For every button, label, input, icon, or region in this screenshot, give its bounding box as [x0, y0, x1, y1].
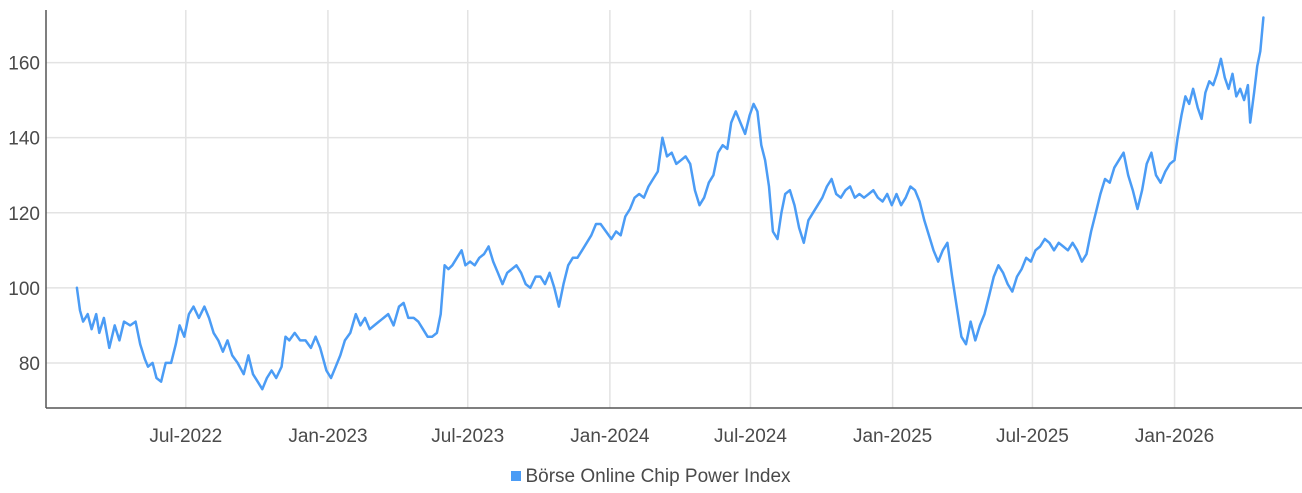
legend-swatch	[511, 471, 522, 481]
x-tick-label: Jan-2025	[853, 426, 932, 447]
legend: Börse Online Chip Power Index	[0, 466, 1302, 488]
series-layer	[75, 16, 1265, 391]
axes	[45, 10, 1302, 409]
legend-label: Börse Online Chip Power Index	[525, 466, 791, 487]
x-tick-label: Jul-2024	[714, 426, 787, 447]
x-tick-label: Jan-2023	[288, 426, 367, 447]
y-tick-labels: 80 100 120 140 160	[8, 54, 40, 375]
y-tick-label: 100	[8, 279, 40, 300]
y-tick-label: 80	[19, 354, 40, 375]
y-tick-label: 120	[8, 204, 40, 225]
x-tick-label: Jul-2023	[431, 426, 504, 447]
y-tick-label: 140	[8, 129, 40, 150]
x-tick-labels: Jul-2022 Jan-2023 Jul-2023 Jan-2024 Jul-2024…	[149, 426, 1214, 447]
x-tick-label: Jan-2026	[1135, 426, 1214, 447]
x-tick-label: Jan-2024	[570, 426, 650, 447]
y-tick-label: 160	[8, 54, 40, 75]
series-line	[75, 16, 1265, 391]
x-tick-label: Jul-2025	[996, 426, 1069, 447]
x-tick-label: Jul-2022	[149, 426, 222, 447]
grid	[46, 10, 1302, 408]
